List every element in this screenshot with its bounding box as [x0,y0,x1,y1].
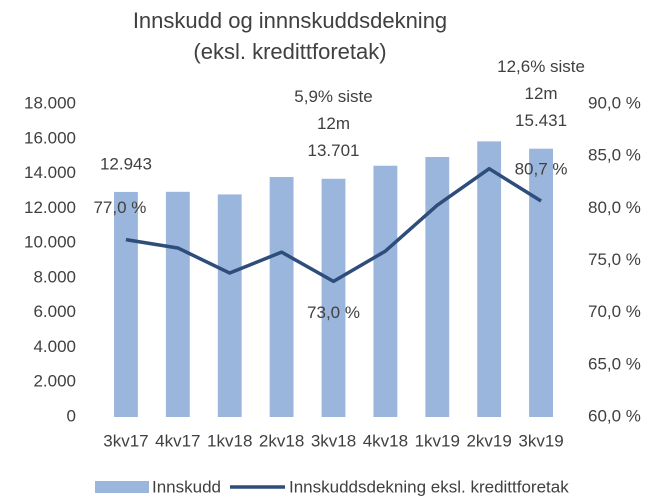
bar-value-label: 12.943 [100,154,152,173]
line-value-label: 80,7 % [515,160,568,179]
bar [321,178,346,417]
line-value-label: 73,0 % [307,303,360,322]
annotation: 5,9% siste [294,87,372,106]
legend-label: Innskudd [152,477,221,496]
annotation: 12,6% siste [497,57,585,76]
x-tick-label: 3kv18 [311,431,356,450]
y2-tick-label: 90,0 % [588,93,641,112]
y-tick-label: 8.000 [33,267,76,286]
y2-tick-label: 80,0 % [588,198,641,217]
bar [425,157,450,417]
chart-title: Innskudd og innnskuddsdekning [133,8,447,33]
y-tick-label: 12.000 [24,198,76,217]
y-tick-label: 14.000 [24,163,76,182]
bar [165,191,190,417]
line-value-label: 77,0 % [93,198,146,217]
bar-value-label: 13.701 [308,141,360,160]
annotation: 12m [317,114,350,133]
line [125,166,542,284]
bar [529,148,553,417]
bar [269,177,294,417]
y-tick-label: 6.000 [33,302,76,321]
x-tick-label: 4kv17 [155,431,200,450]
y-tick-label: 10.000 [24,233,76,252]
x-tick-label: 1kv19 [415,431,460,450]
x-tick-label: 2kv19 [466,431,511,450]
legend-swatch [95,481,149,493]
bar [477,141,502,417]
y2-tick-label: 75,0 % [588,250,641,269]
bar [114,191,138,417]
x-tick-label: 2kv18 [259,431,304,450]
y-tick-label: 18.000 [24,93,76,112]
bar-value-label: 15.431 [515,111,567,130]
y-tick-label: 2.000 [33,372,76,391]
bar [217,194,242,417]
y2-tick-label: 70,0 % [588,302,641,321]
x-tick-label: 4kv18 [363,431,408,450]
y-tick-label: 0 [67,406,76,425]
x-tick-label: 1kv18 [207,431,252,450]
chart-title: (eksl. kredittforetak) [193,39,386,64]
y2-tick-label: 65,0 % [588,354,641,373]
bar [373,165,398,417]
legend-label: Innskuddsdekning eksl. kredittforetak [289,477,569,496]
y2-tick-label: 85,0 % [588,146,641,165]
x-tick-label: 3kv17 [103,431,148,450]
y-tick-label: 16.000 [24,128,76,147]
y2-tick-label: 60,0 % [588,406,641,425]
y-tick-label: 4.000 [33,337,76,356]
x-tick-label: 3kv19 [518,431,563,450]
annotation: 12m [525,84,558,103]
